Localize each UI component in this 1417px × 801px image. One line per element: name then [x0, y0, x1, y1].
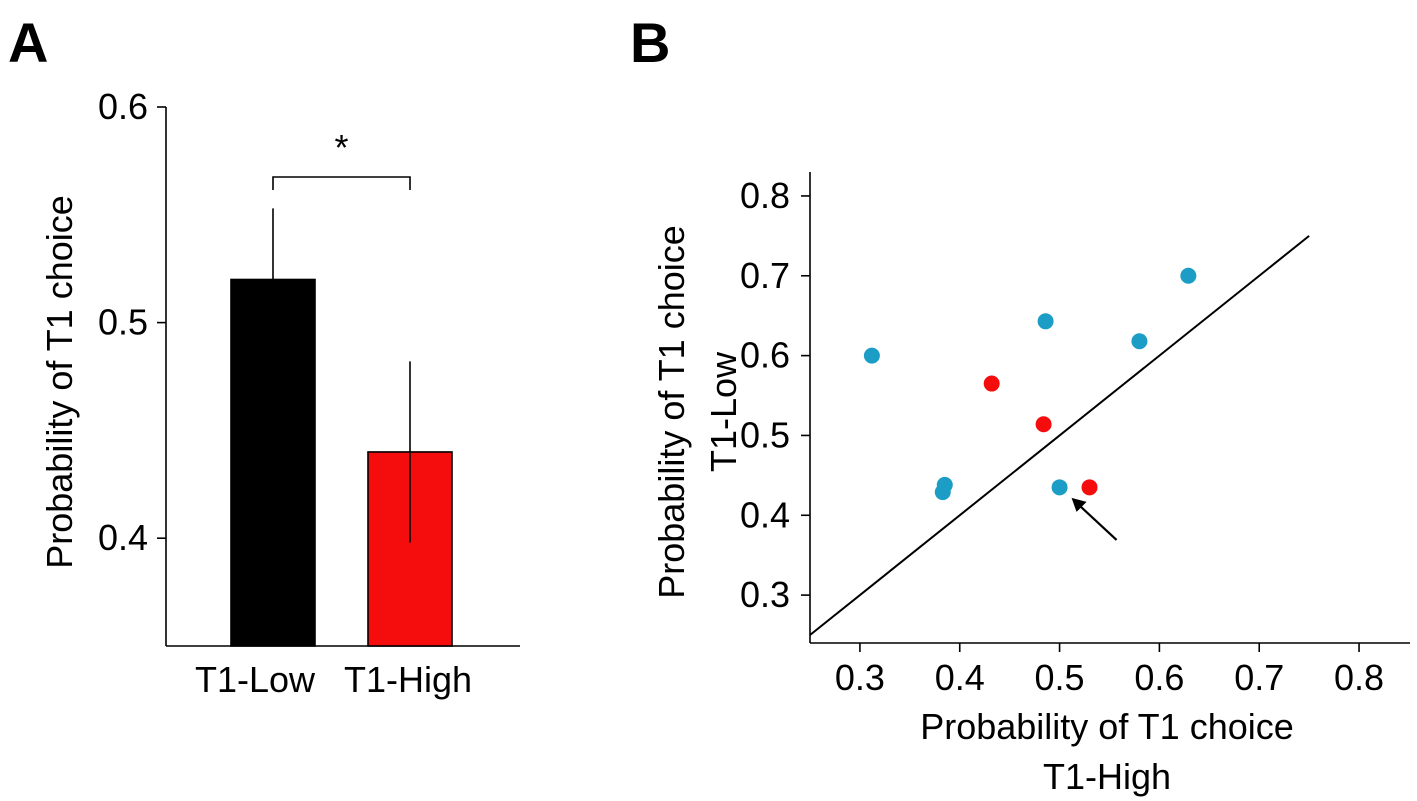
scatter-y-axis-label-line1: Probability of T1 choice [651, 225, 692, 599]
bar-chart-x-tick-label: T1-Low [195, 659, 316, 700]
scatter-point [863, 347, 880, 364]
scatter-y-tick-label: 0.6 [740, 335, 790, 376]
scatter-y-axis-label-line2: T1-Low [703, 351, 744, 472]
scatter-point [983, 375, 1000, 392]
scatter-x-tick-label: 0.8 [1334, 657, 1384, 698]
scatter-point [1037, 313, 1054, 330]
scatter-x-axis-label-line1: Probability of T1 choice [920, 706, 1294, 747]
significance-bracket [272, 176, 411, 190]
scatter-x-axis-label-line2: T1-High [1043, 756, 1171, 797]
scatter-y-tick-label: 0.4 [740, 494, 790, 535]
bar-chart-panel: Probability of T1 choice 0.4 0.5 0.6 T1-Lo… [39, 86, 520, 700]
scatter-y-tick-label: 0.8 [740, 175, 790, 216]
scatter-y-tick-label: 0.7 [740, 255, 790, 296]
scatter-point [1180, 267, 1197, 284]
panel-a-letter: A [8, 11, 48, 74]
scatter-point [1051, 479, 1068, 496]
arrow-head [1071, 497, 1087, 512]
annotation-arrow [1071, 497, 1118, 541]
scatter-x-tick-label: 0.3 [835, 657, 885, 698]
bar-chart-y-tick-label: 0.5 [98, 302, 148, 343]
bar-chart-y-axis-label: Probability of T1 choice [39, 195, 80, 569]
significance-star: * [334, 127, 348, 168]
panel-b-letter: B [630, 11, 670, 74]
identity-line [809, 235, 1310, 636]
scatter-point [1081, 479, 1098, 496]
scatter-y-tick-label: 0.3 [740, 574, 790, 615]
scatter-x-tick-label: 0.4 [935, 657, 985, 698]
scatter-x-tick-label: 0.5 [1035, 657, 1085, 698]
scatter-point [1131, 333, 1148, 350]
arrow-shaft [1074, 501, 1118, 541]
scatter-x-tick-label: 0.7 [1234, 657, 1284, 698]
bar-chart-x-tick-label: T1-High [344, 659, 472, 700]
scatter-point [934, 484, 951, 501]
scatter-point [1035, 416, 1052, 433]
scatter-x-tick-label: 0.6 [1134, 657, 1184, 698]
scatter-y-tick-label: 0.5 [740, 414, 790, 455]
scatter-chart-panel: 0.3 0.4 0.5 0.6 0.7 0.8 0.3 0.4 0.5 0.6 0.7 0.8 Pr… [651, 172, 1410, 797]
bar-chart-y-tick-label: 0.6 [98, 86, 148, 127]
bar-chart-y-tick-label: 0.4 [98, 517, 148, 558]
